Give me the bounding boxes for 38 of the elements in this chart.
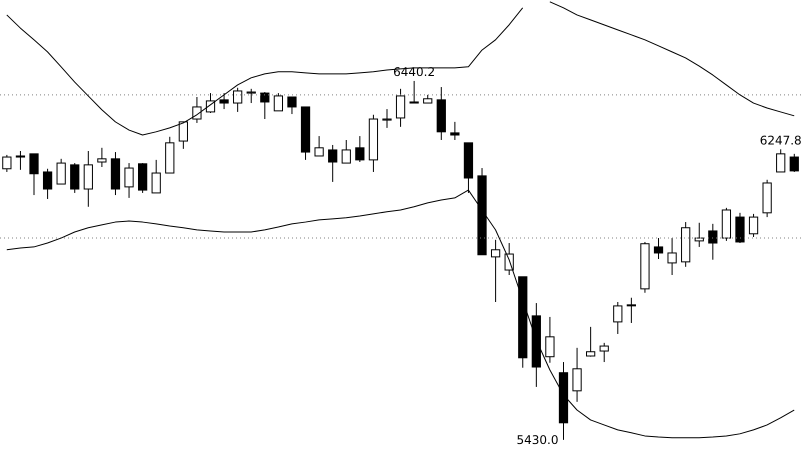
candlestick xyxy=(382,108,392,128)
annotation: 5430.0 xyxy=(516,432,558,447)
candlestick xyxy=(586,326,596,358)
candlestick xyxy=(613,302,622,334)
candlestick xyxy=(342,139,351,164)
candlestick xyxy=(450,121,460,140)
candlestick xyxy=(355,136,364,163)
candlestick xyxy=(42,168,52,200)
candlestick xyxy=(233,87,242,112)
candlestick xyxy=(287,96,297,115)
candlestick xyxy=(776,148,786,172)
candlestick xyxy=(29,153,39,196)
candlestick xyxy=(490,239,500,302)
candlestick xyxy=(246,88,256,104)
candlestick xyxy=(748,213,758,238)
candlestick xyxy=(504,242,514,276)
candlestick xyxy=(654,238,664,260)
annotation: 6247.8 xyxy=(760,133,801,148)
candlestick xyxy=(124,162,134,198)
candlestick xyxy=(667,238,677,276)
candlestick xyxy=(328,144,338,182)
candlestick xyxy=(790,153,799,172)
candlestick xyxy=(572,347,582,402)
candlestick xyxy=(16,150,26,170)
candlestick xyxy=(545,316,555,364)
candlestick xyxy=(694,222,704,248)
candlestick xyxy=(396,88,406,128)
candlestick xyxy=(260,92,270,120)
candlestick xyxy=(708,223,718,260)
candlestick xyxy=(56,158,66,185)
candlestick xyxy=(219,92,229,110)
candlestick xyxy=(97,147,107,168)
candlestick xyxy=(410,80,419,104)
candlestick xyxy=(152,159,161,194)
candlestick xyxy=(314,136,324,156)
candlestick xyxy=(600,342,609,363)
candlestick xyxy=(274,92,284,112)
candlestick xyxy=(626,297,636,324)
